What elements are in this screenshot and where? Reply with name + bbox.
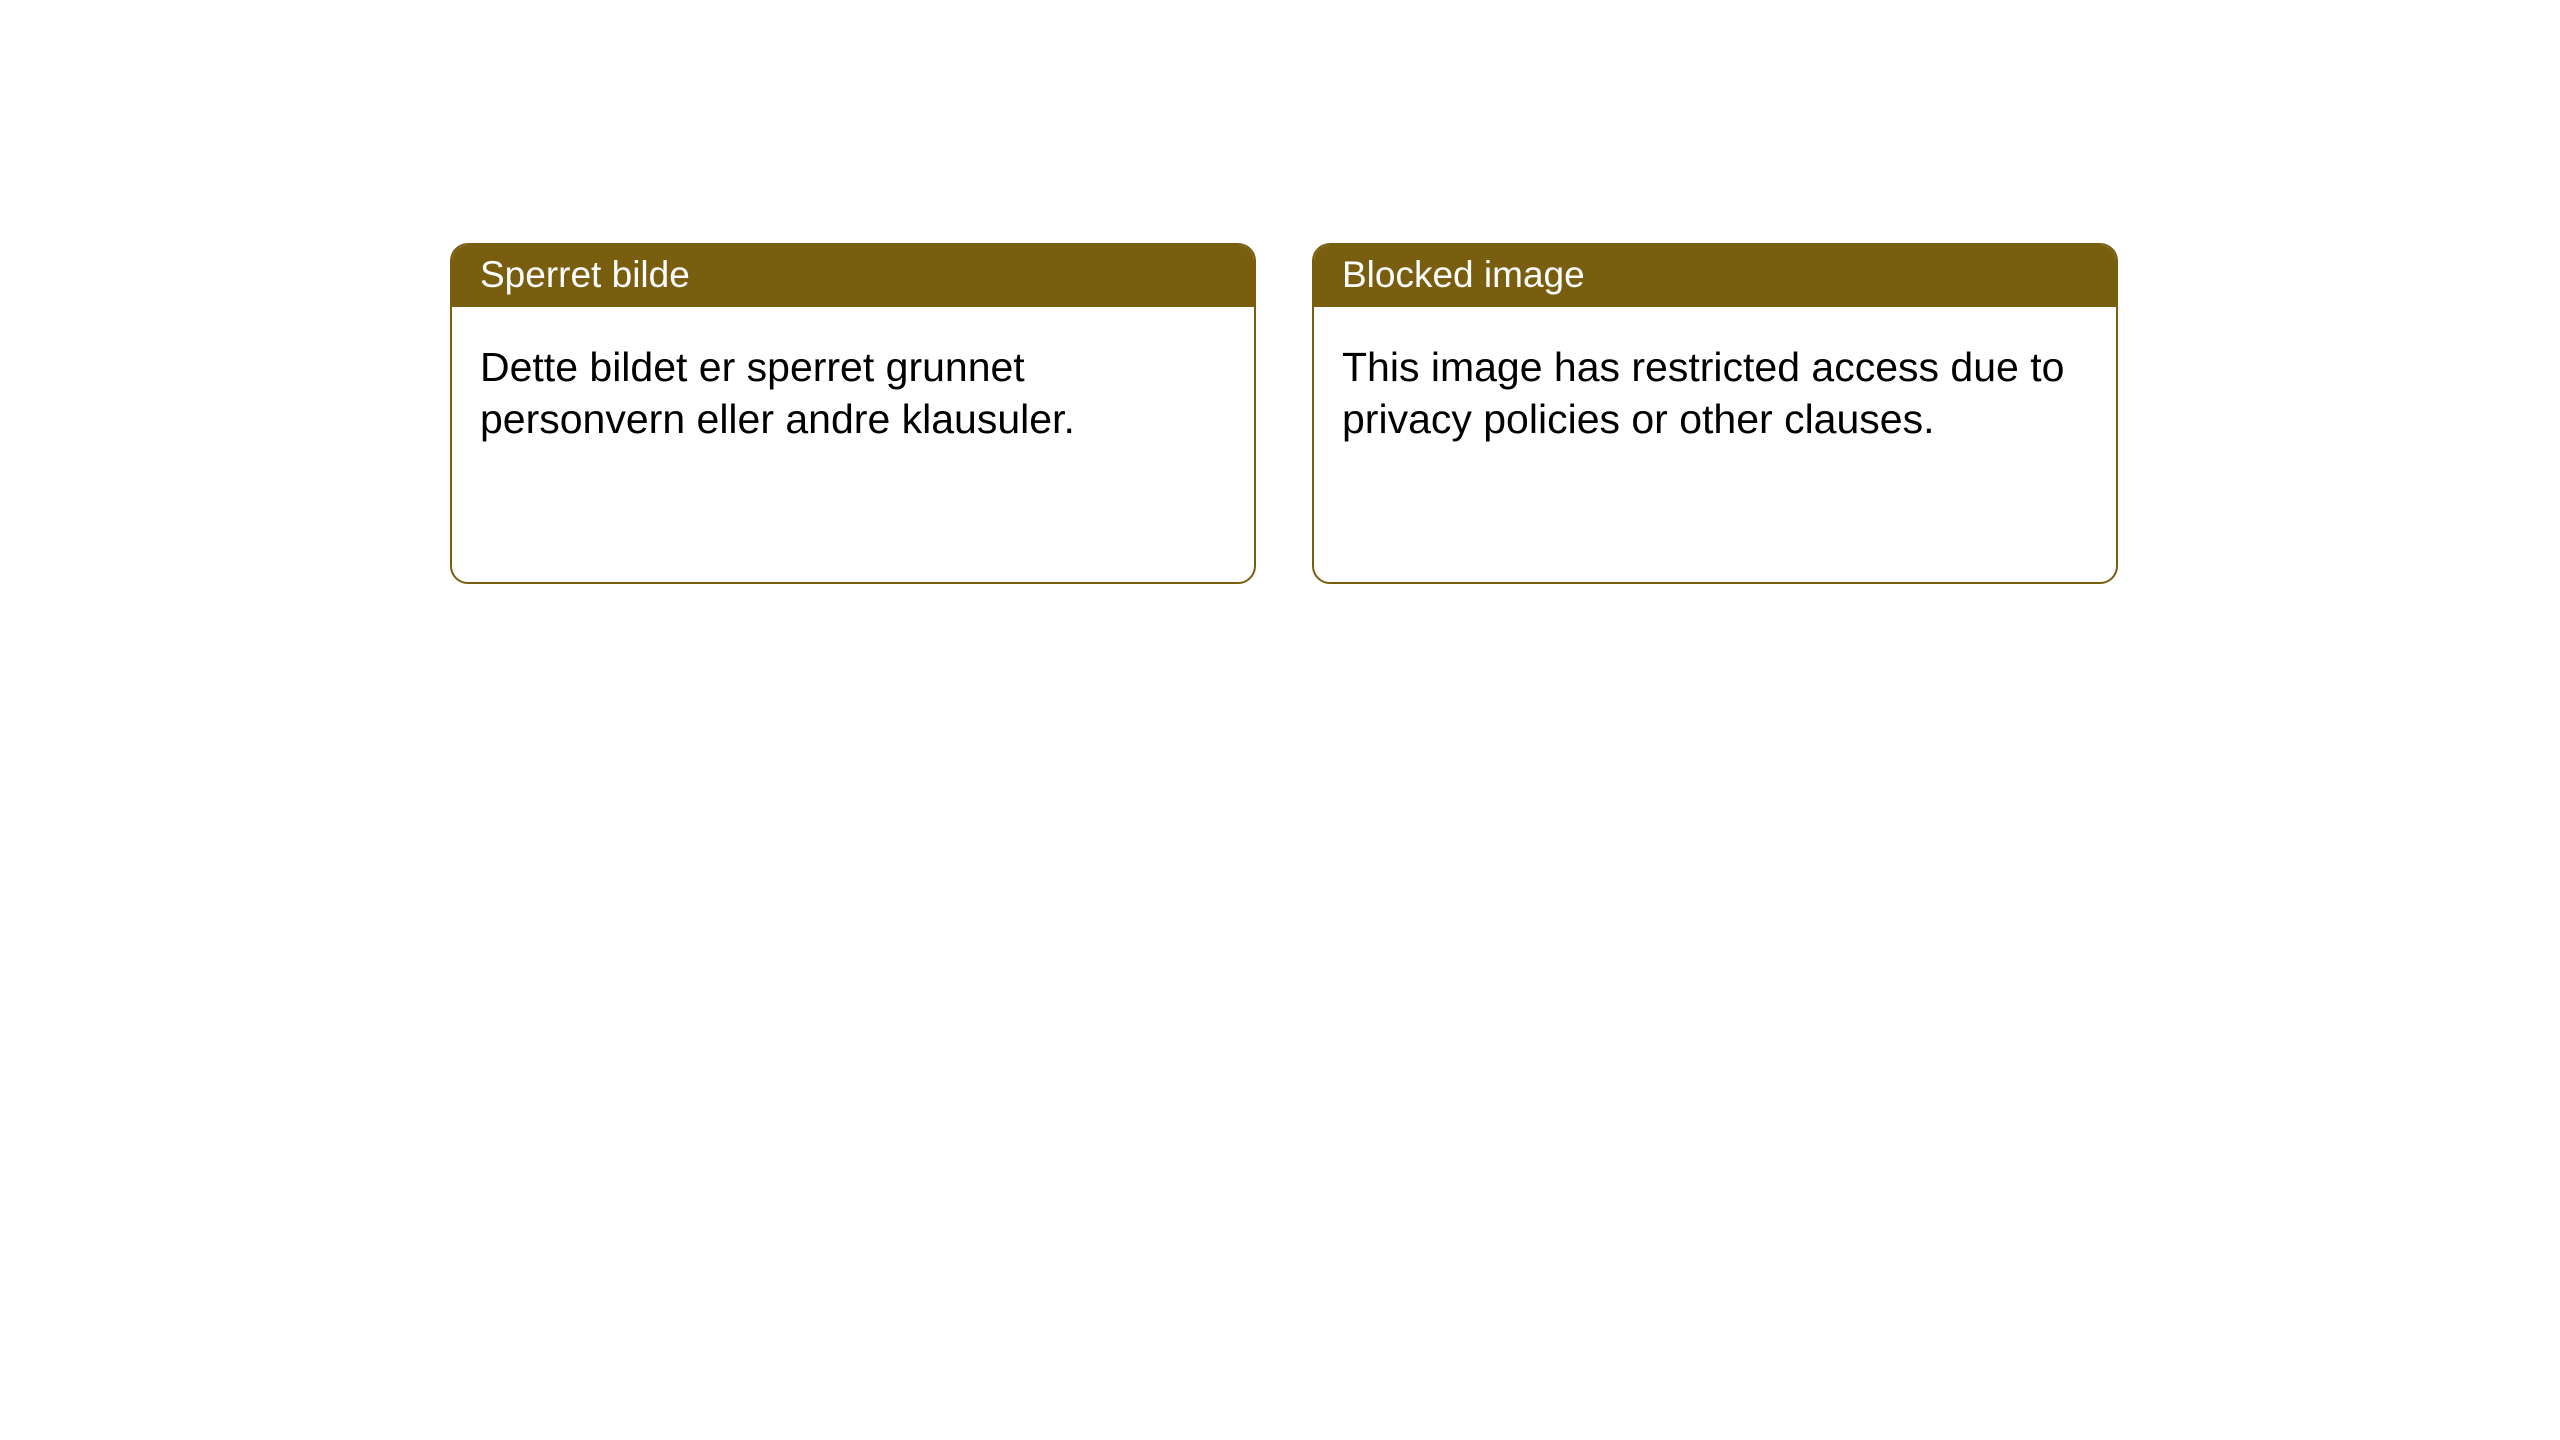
notice-body: This image has restricted access due to … (1314, 307, 2116, 582)
notice-card-norwegian: Sperret bilde Dette bildet er sperret gr… (450, 243, 1256, 584)
notice-header: Blocked image (1314, 245, 2116, 307)
notice-message: This image has restricted access due to … (1342, 344, 2064, 442)
notice-card-english: Blocked image This image has restricted … (1312, 243, 2118, 584)
notice-title: Blocked image (1342, 254, 1585, 295)
notice-container: Sperret bilde Dette bildet er sperret gr… (0, 0, 2560, 584)
notice-body: Dette bildet er sperret grunnet personve… (452, 307, 1254, 582)
notice-title: Sperret bilde (480, 254, 690, 295)
notice-message: Dette bildet er sperret grunnet personve… (480, 344, 1075, 442)
notice-header: Sperret bilde (452, 245, 1254, 307)
